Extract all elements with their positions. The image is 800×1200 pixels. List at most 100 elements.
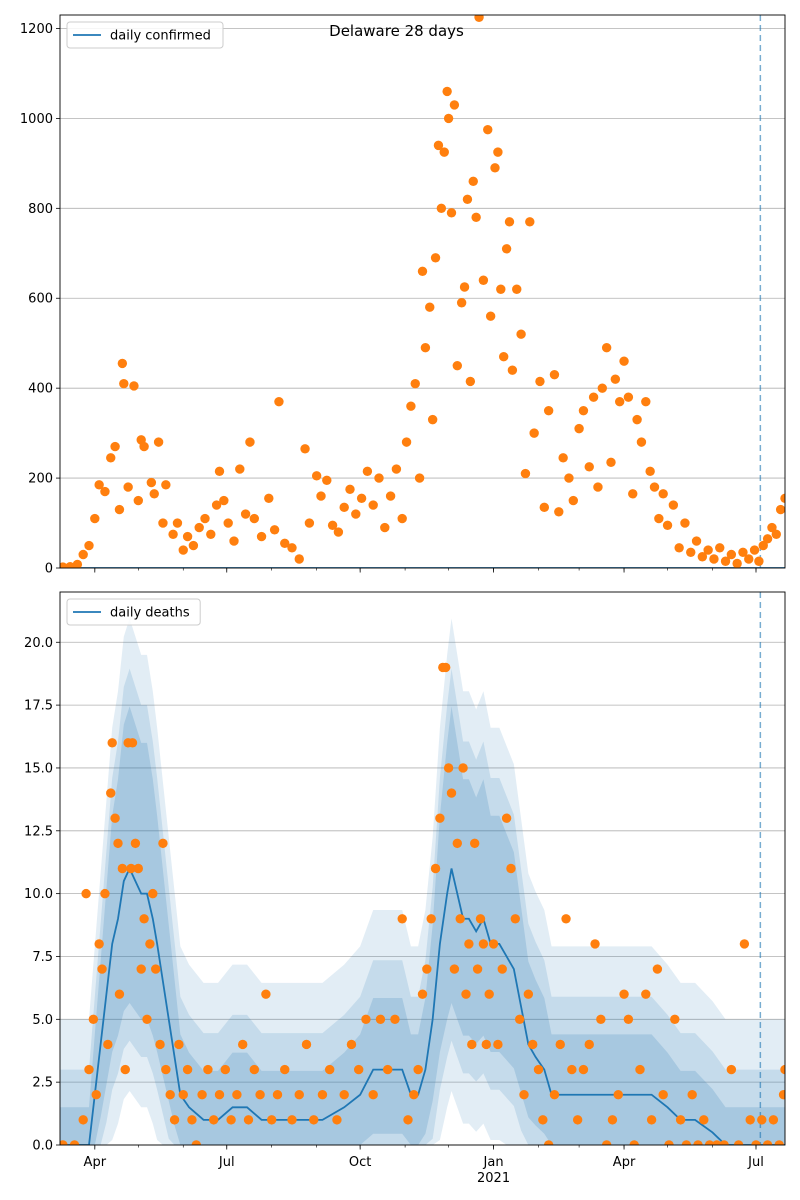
data-point	[601, 1140, 612, 1145]
data-point	[130, 838, 141, 849]
data-point	[422, 964, 432, 974]
data-point	[106, 788, 116, 798]
data-point	[294, 1090, 304, 1100]
data-point	[568, 495, 578, 506]
data-point	[327, 520, 338, 530]
data-point	[549, 369, 560, 380]
data-point	[197, 1090, 207, 1100]
data-point	[471, 212, 481, 223]
data-point	[554, 507, 564, 517]
data-point	[235, 464, 245, 474]
data-point	[645, 466, 655, 477]
data-point	[767, 522, 777, 533]
data-point	[668, 500, 679, 510]
data-point	[680, 518, 690, 528]
data-point	[762, 1140, 773, 1145]
x-tick-label: Jan	[483, 1155, 504, 1170]
data-point	[646, 1115, 657, 1125]
data-point	[72, 559, 83, 568]
data-point	[238, 1039, 248, 1050]
data-point	[425, 302, 435, 312]
data-point	[658, 489, 668, 499]
data-point	[426, 914, 436, 924]
data-point	[670, 1014, 680, 1025]
data-point	[169, 1115, 180, 1125]
data-point	[346, 1039, 357, 1050]
data-point	[117, 358, 128, 369]
data-point	[493, 1039, 503, 1050]
data-point	[60, 1140, 68, 1145]
data-point	[697, 552, 708, 562]
data-point	[751, 1140, 761, 1145]
data-point	[726, 549, 737, 560]
data-point	[269, 525, 280, 535]
data-point	[161, 480, 171, 490]
data-point	[211, 500, 222, 510]
data-point	[739, 939, 750, 949]
data-point	[499, 351, 509, 362]
data-point	[481, 1039, 491, 1050]
data-point	[446, 208, 457, 218]
data-point	[732, 558, 742, 568]
data-point	[675, 1115, 686, 1125]
data-point	[497, 964, 507, 974]
x-tick-label: Jul	[218, 1155, 235, 1170]
data-point	[136, 964, 146, 974]
y-tick-label: 17.5	[24, 699, 53, 714]
data-point	[523, 989, 534, 999]
data-point	[294, 554, 304, 564]
data-point	[255, 1090, 265, 1100]
confidence-band	[60, 668, 785, 1145]
data-point	[738, 547, 748, 557]
data-point	[390, 1014, 400, 1025]
data-point	[658, 1090, 668, 1100]
data-point	[771, 529, 781, 539]
data-point	[410, 378, 420, 389]
data-point	[94, 939, 104, 949]
data-point	[194, 522, 204, 533]
data-point	[654, 513, 664, 524]
data-point	[549, 1090, 560, 1100]
data-point	[139, 441, 149, 452]
data-point	[430, 253, 441, 263]
data-point	[641, 989, 651, 999]
legend: daily confirmed	[66, 21, 224, 49]
data-point	[139, 914, 149, 924]
data-point	[304, 518, 315, 528]
data-point	[496, 284, 506, 294]
data-point	[439, 147, 449, 157]
data-point	[578, 405, 589, 416]
data-point	[133, 495, 143, 506]
data-point	[459, 282, 470, 292]
data-point	[401, 437, 412, 447]
data-point	[256, 531, 267, 542]
data-point	[203, 1064, 213, 1075]
data-point	[636, 437, 647, 447]
data-point	[214, 466, 225, 477]
data-point	[182, 531, 193, 542]
data-point	[155, 1039, 165, 1050]
data-point	[757, 1115, 767, 1125]
data-point	[464, 939, 474, 949]
confidence-band	[60, 618, 785, 1145]
data-point	[780, 493, 785, 504]
data-point	[339, 502, 349, 513]
data-point	[470, 838, 480, 849]
data-point	[383, 1064, 393, 1075]
data-point	[635, 1064, 645, 1075]
y-tick-label: 1000	[20, 112, 53, 127]
data-point	[478, 939, 489, 949]
data-point	[397, 914, 407, 924]
data-point	[768, 1115, 779, 1125]
data-point	[726, 1064, 737, 1075]
data-point	[172, 518, 183, 528]
data-point	[535, 376, 545, 387]
data-point	[584, 1039, 594, 1050]
data-point	[226, 1115, 236, 1125]
data-point	[397, 513, 407, 524]
data-point	[287, 1115, 297, 1125]
data-point	[229, 536, 239, 546]
data-point	[232, 1090, 242, 1100]
data-point	[632, 414, 642, 425]
data-point	[519, 1090, 529, 1100]
